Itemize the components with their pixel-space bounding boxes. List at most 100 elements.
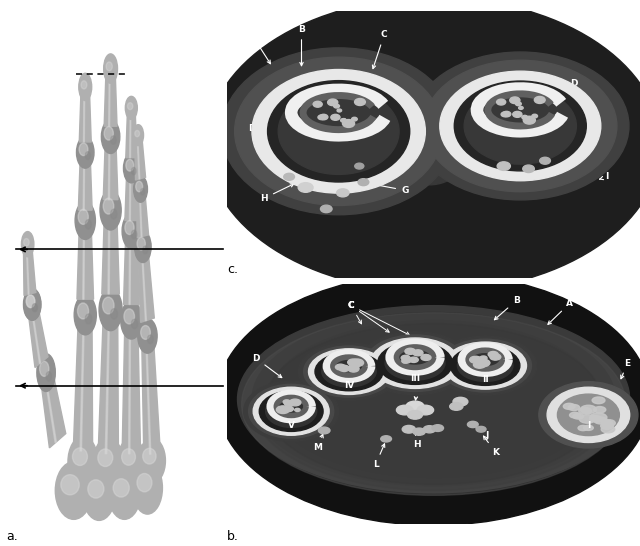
Ellipse shape	[143, 448, 156, 464]
Text: C: C	[348, 301, 389, 332]
Ellipse shape	[221, 48, 456, 215]
Polygon shape	[44, 373, 56, 443]
Ellipse shape	[126, 159, 134, 171]
Ellipse shape	[331, 114, 340, 120]
Ellipse shape	[388, 104, 471, 185]
Text: IV: IV	[344, 381, 354, 390]
Ellipse shape	[108, 467, 141, 519]
Ellipse shape	[470, 356, 482, 363]
Ellipse shape	[136, 181, 143, 192]
Ellipse shape	[365, 335, 465, 391]
Polygon shape	[130, 110, 131, 158]
Ellipse shape	[522, 116, 527, 119]
Ellipse shape	[359, 331, 471, 395]
Polygon shape	[79, 90, 92, 142]
Ellipse shape	[268, 81, 410, 182]
Ellipse shape	[276, 406, 289, 413]
Polygon shape	[83, 221, 84, 299]
Ellipse shape	[592, 397, 605, 403]
Ellipse shape	[88, 480, 104, 498]
Ellipse shape	[253, 387, 329, 435]
Ellipse shape	[573, 413, 584, 419]
Text: E: E	[621, 359, 630, 379]
Ellipse shape	[523, 115, 527, 118]
Ellipse shape	[85, 219, 92, 229]
Ellipse shape	[433, 336, 537, 395]
Text: C: C	[348, 301, 410, 335]
Ellipse shape	[492, 357, 497, 359]
Ellipse shape	[579, 407, 591, 414]
Ellipse shape	[121, 301, 142, 339]
Ellipse shape	[490, 354, 500, 360]
Ellipse shape	[75, 201, 95, 240]
Ellipse shape	[421, 355, 431, 360]
Polygon shape	[129, 320, 131, 454]
Ellipse shape	[594, 407, 606, 413]
Ellipse shape	[132, 462, 163, 514]
Ellipse shape	[308, 349, 389, 394]
Ellipse shape	[32, 304, 38, 312]
Ellipse shape	[235, 57, 443, 205]
Ellipse shape	[518, 106, 523, 109]
Text: C: C	[372, 31, 387, 69]
Ellipse shape	[319, 114, 328, 120]
Polygon shape	[141, 335, 161, 455]
Text: I: I	[587, 422, 590, 430]
Ellipse shape	[458, 350, 513, 382]
Text: I: I	[600, 173, 609, 181]
Ellipse shape	[563, 403, 575, 410]
Ellipse shape	[371, 338, 460, 388]
Ellipse shape	[113, 479, 129, 497]
Polygon shape	[24, 246, 36, 295]
Polygon shape	[103, 136, 118, 200]
Ellipse shape	[284, 406, 293, 412]
Text: A: A	[548, 299, 573, 324]
Ellipse shape	[601, 423, 613, 429]
Ellipse shape	[342, 120, 355, 127]
Ellipse shape	[424, 60, 617, 192]
Ellipse shape	[131, 319, 138, 329]
Ellipse shape	[269, 321, 599, 478]
Polygon shape	[140, 189, 142, 237]
Ellipse shape	[252, 312, 615, 486]
Ellipse shape	[111, 136, 116, 144]
Ellipse shape	[378, 342, 452, 384]
Polygon shape	[80, 314, 84, 451]
Ellipse shape	[24, 289, 41, 320]
Ellipse shape	[46, 372, 52, 381]
Ellipse shape	[340, 118, 346, 122]
Ellipse shape	[580, 405, 596, 413]
Ellipse shape	[252, 69, 426, 193]
Ellipse shape	[24, 289, 40, 320]
Ellipse shape	[284, 173, 294, 180]
Text: b.: b.	[227, 530, 239, 543]
Ellipse shape	[557, 394, 620, 436]
Ellipse shape	[26, 295, 35, 307]
Ellipse shape	[81, 81, 87, 89]
Text: Radial: Radial	[591, 291, 621, 301]
Ellipse shape	[381, 436, 392, 442]
Text: J: J	[476, 428, 489, 440]
Polygon shape	[31, 305, 40, 364]
Ellipse shape	[74, 295, 96, 335]
Text: III: III	[410, 374, 420, 383]
Ellipse shape	[402, 425, 415, 433]
Polygon shape	[138, 245, 154, 322]
Polygon shape	[125, 168, 138, 221]
Ellipse shape	[523, 165, 534, 173]
Ellipse shape	[217, 273, 640, 525]
Ellipse shape	[401, 355, 410, 360]
Ellipse shape	[141, 325, 150, 340]
Ellipse shape	[125, 96, 138, 120]
Ellipse shape	[405, 348, 415, 354]
Ellipse shape	[285, 407, 291, 410]
Ellipse shape	[143, 246, 148, 254]
Text: Ulnar: Ulnar	[239, 291, 266, 301]
Ellipse shape	[141, 188, 145, 195]
Ellipse shape	[339, 365, 349, 371]
Text: H: H	[413, 432, 421, 449]
Polygon shape	[137, 137, 140, 179]
Polygon shape	[122, 320, 141, 454]
Ellipse shape	[207, 0, 640, 292]
Text: E: E	[298, 149, 314, 160]
